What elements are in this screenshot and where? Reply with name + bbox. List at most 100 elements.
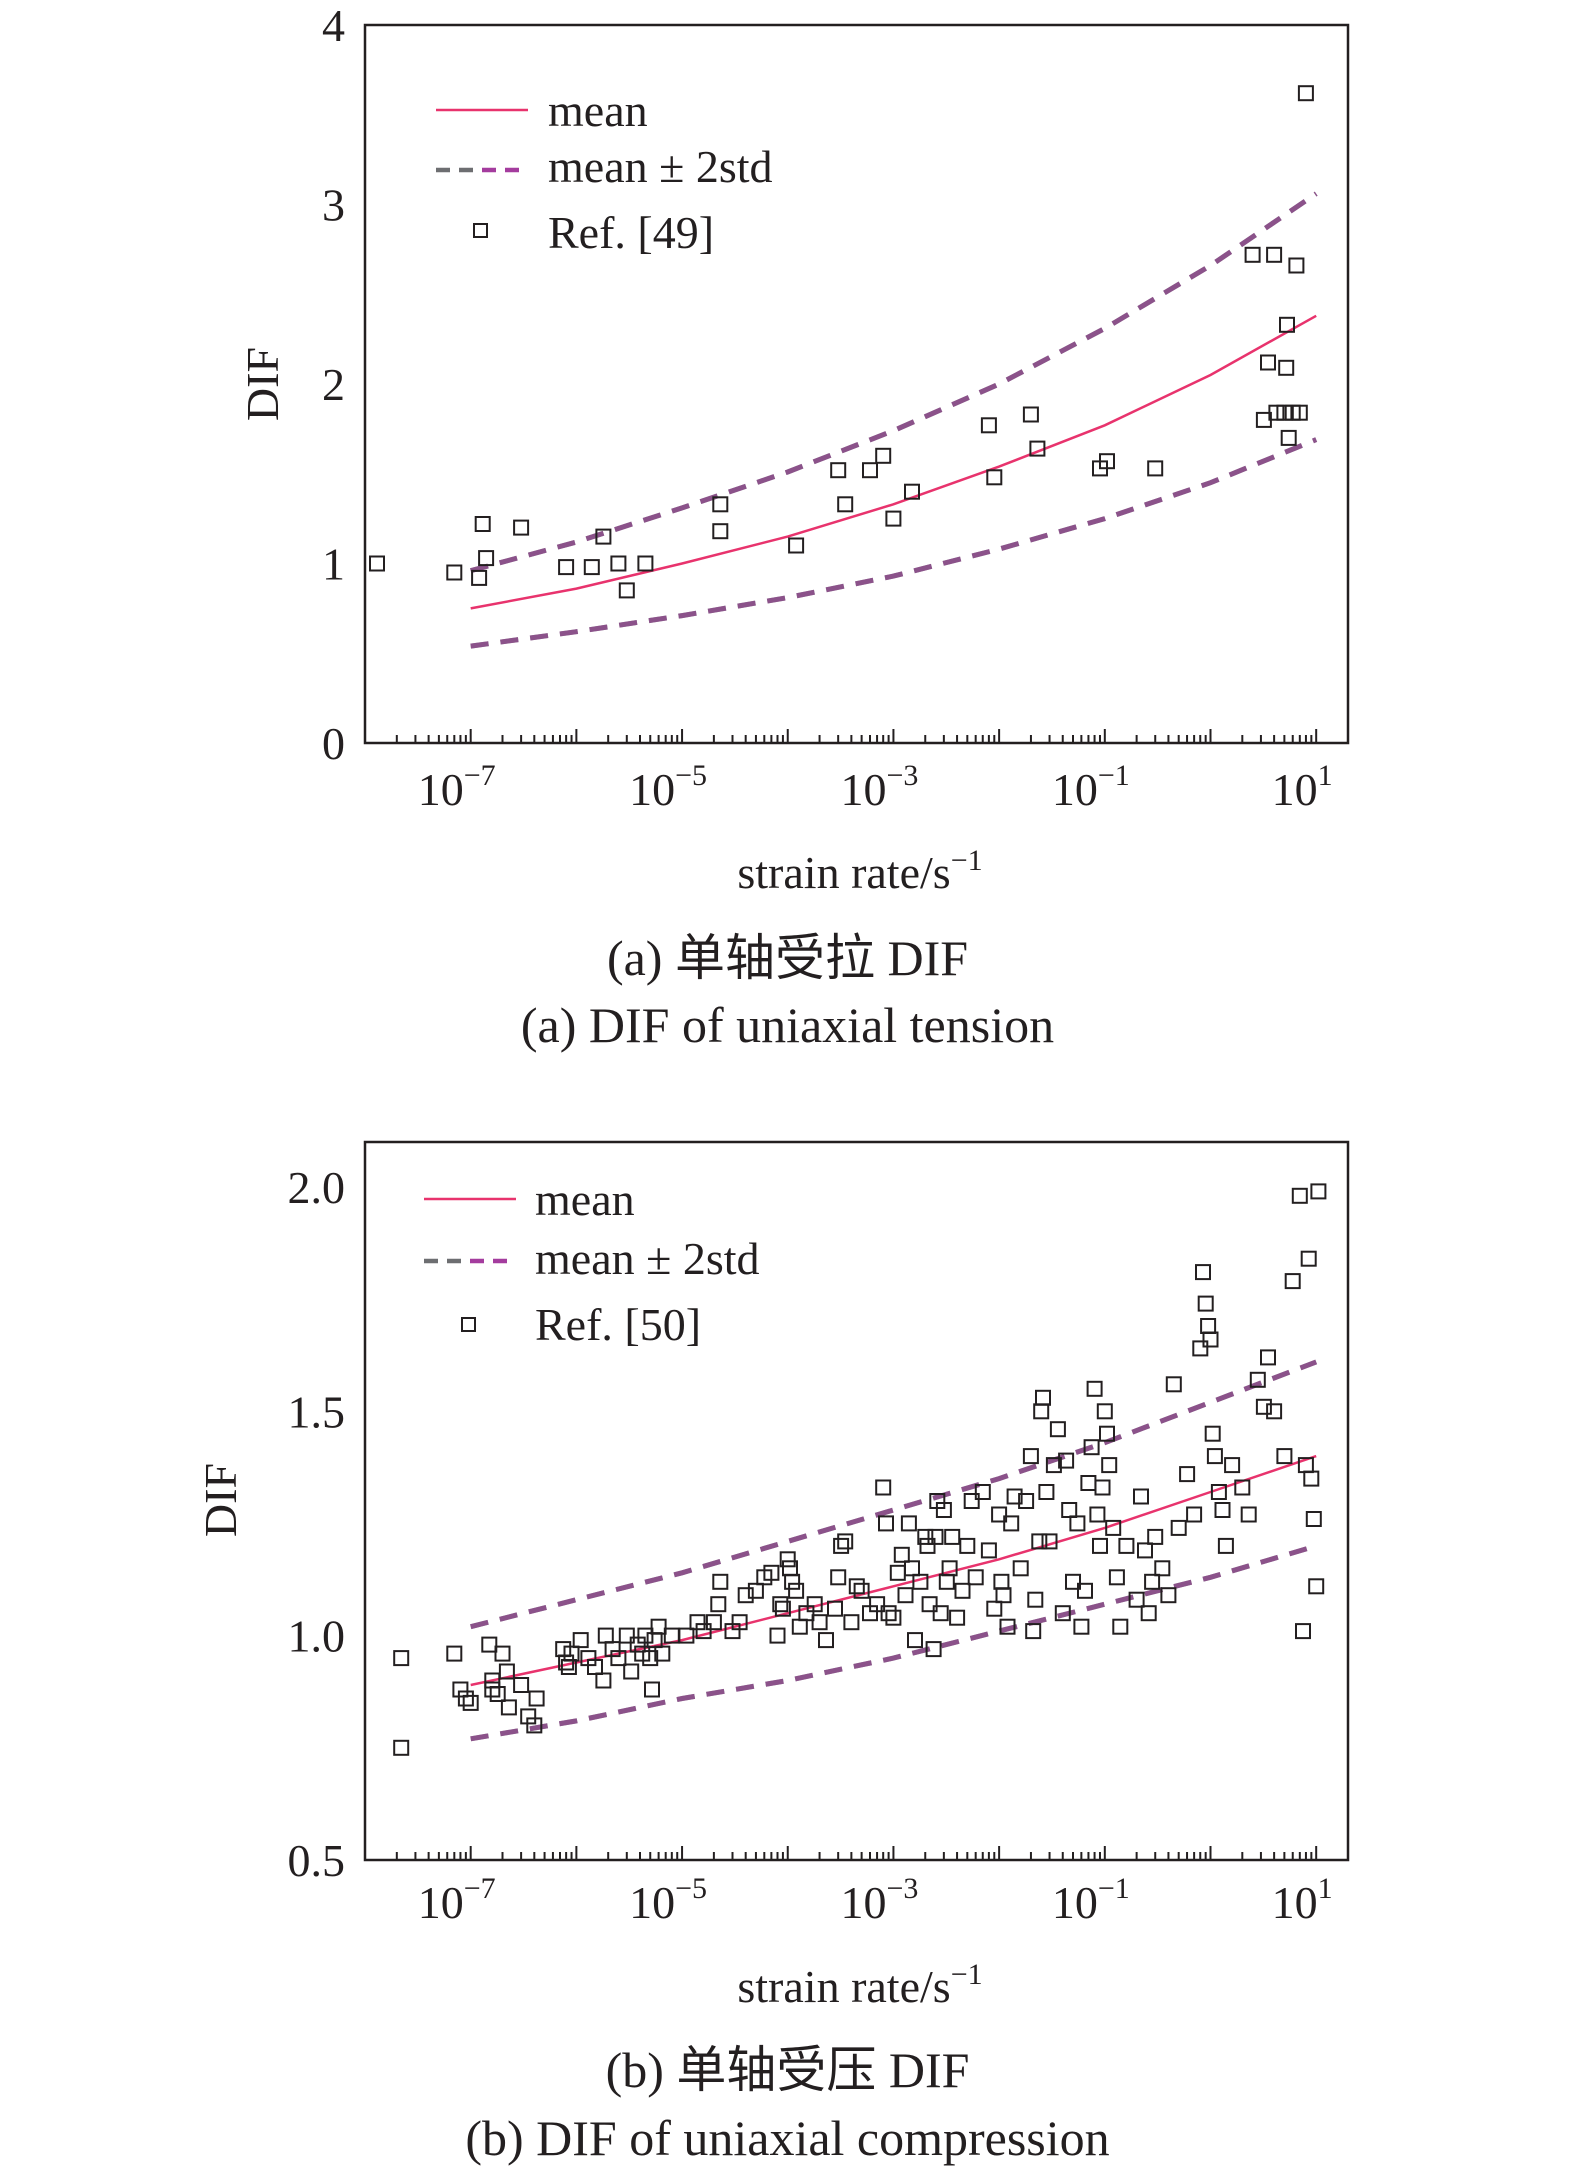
series-line-std-accent: [470, 437, 1318, 649]
data-point: [1094, 1479, 1111, 1496]
data-point: [1291, 404, 1308, 421]
data-point: [798, 1605, 815, 1622]
data-point: [806, 1596, 823, 1613]
data-point: [678, 1627, 695, 1644]
x-tick-label: 10−7: [418, 1872, 496, 1928]
data-point: [1154, 1560, 1171, 1577]
data-point: [1234, 1479, 1251, 1496]
x-tick-exp: −1: [1098, 1872, 1130, 1905]
chart-a-frame: [363, 23, 1350, 745]
x-tick-base: 10: [629, 1877, 675, 1928]
data-point: [1045, 1457, 1062, 1474]
data-point: [558, 559, 575, 576]
data-point: [618, 1627, 635, 1644]
data-point: [963, 1493, 980, 1509]
data-point: [1192, 1340, 1209, 1357]
data-point: [595, 528, 612, 545]
data-point: [481, 1636, 498, 1653]
data-point: [712, 496, 729, 513]
data-point: [999, 1618, 1016, 1635]
data-point: [528, 1690, 545, 1707]
data-point: [1260, 1349, 1276, 1366]
data-point: [712, 1573, 729, 1590]
x-tick-base: 10: [418, 1877, 464, 1928]
data-point: [1186, 1506, 1203, 1523]
data-point: [974, 1484, 991, 1500]
data-point: [1249, 1371, 1266, 1388]
chart-b-legend-ref-label: Ref. [50]: [535, 1299, 701, 1350]
x-tick-label: 101: [1272, 1872, 1333, 1928]
data-point: [1255, 1398, 1272, 1415]
data-point: [369, 555, 385, 572]
data-point: [885, 510, 902, 527]
x-tick-base: 10: [1052, 764, 1098, 815]
data-point: [788, 1582, 805, 1599]
data-point: [917, 1528, 934, 1545]
data-point: [1276, 1448, 1293, 1465]
x-tick-base: 10: [1272, 1877, 1318, 1928]
data-point: [644, 1681, 660, 1698]
data-point: [912, 1573, 929, 1590]
x-tick-label: 10−1: [1052, 759, 1130, 815]
data-point: [1144, 1573, 1161, 1590]
data-point: [980, 417, 997, 434]
data-point: [474, 516, 491, 532]
data-point: [837, 496, 854, 513]
data-point: [1086, 1380, 1103, 1397]
data-point: [967, 1569, 984, 1586]
data-point: [944, 1528, 961, 1545]
data-point: [949, 1609, 966, 1626]
series-line-std-accent: [470, 1359, 1318, 1630]
data-point: [875, 1479, 892, 1496]
data-point: [1147, 1528, 1164, 1545]
data-point: [1089, 1506, 1106, 1523]
chart-a-xlabel-text: strain rate/s: [737, 847, 950, 898]
x-tick-label: 10−1: [1052, 1872, 1130, 1928]
data-point: [837, 1533, 854, 1550]
data-point: [1033, 1403, 1050, 1420]
data-point: [818, 1632, 834, 1649]
data-point: [779, 1551, 796, 1568]
data-point: [1041, 1533, 1058, 1550]
x-tick-exp: 1: [1318, 1872, 1333, 1905]
data-point: [889, 1564, 906, 1581]
data-point: [1305, 1511, 1322, 1527]
data-point: [1038, 1484, 1055, 1500]
data-point: [604, 1641, 621, 1658]
x-tick-exp: −5: [675, 1872, 707, 1905]
data-point: [897, 1587, 914, 1604]
data-point: [769, 1627, 786, 1644]
data-point: [1284, 1273, 1301, 1290]
data-point: [1244, 246, 1261, 263]
data-point: [1195, 1264, 1211, 1281]
data-point: [921, 1596, 938, 1613]
data-point: [597, 1627, 614, 1644]
chart-a-legend-mean-label: mean: [548, 85, 648, 136]
x-tick-exp: −7: [464, 1872, 496, 1905]
data-point: [1160, 1587, 1177, 1604]
data-point: [1027, 1591, 1044, 1608]
data-point: [471, 569, 488, 586]
data-point: [1179, 1466, 1196, 1483]
y-tick-label: 2.0: [288, 1162, 346, 1213]
chart-b-ylabel: DIF: [195, 1463, 246, 1537]
data-point: [995, 1587, 1012, 1604]
data-point: [830, 462, 847, 479]
data-point: [1276, 404, 1293, 421]
data-point: [618, 582, 635, 599]
x-tick-label: 10−7: [418, 759, 496, 815]
data-point: [513, 1677, 530, 1693]
series-line-mean: [470, 1454, 1317, 1687]
data-point: [526, 1717, 543, 1734]
chart-a-xlabel-sup: −1: [951, 844, 983, 877]
data-point: [1310, 1183, 1327, 1200]
data-point: [1118, 1537, 1135, 1554]
data-point: [893, 1546, 910, 1563]
data-point: [1214, 1502, 1231, 1518]
data-point: [763, 1564, 780, 1581]
data-point: [513, 519, 530, 536]
data-point: [1101, 1457, 1118, 1474]
data-point: [880, 1605, 897, 1622]
data-point: [558, 1654, 575, 1671]
